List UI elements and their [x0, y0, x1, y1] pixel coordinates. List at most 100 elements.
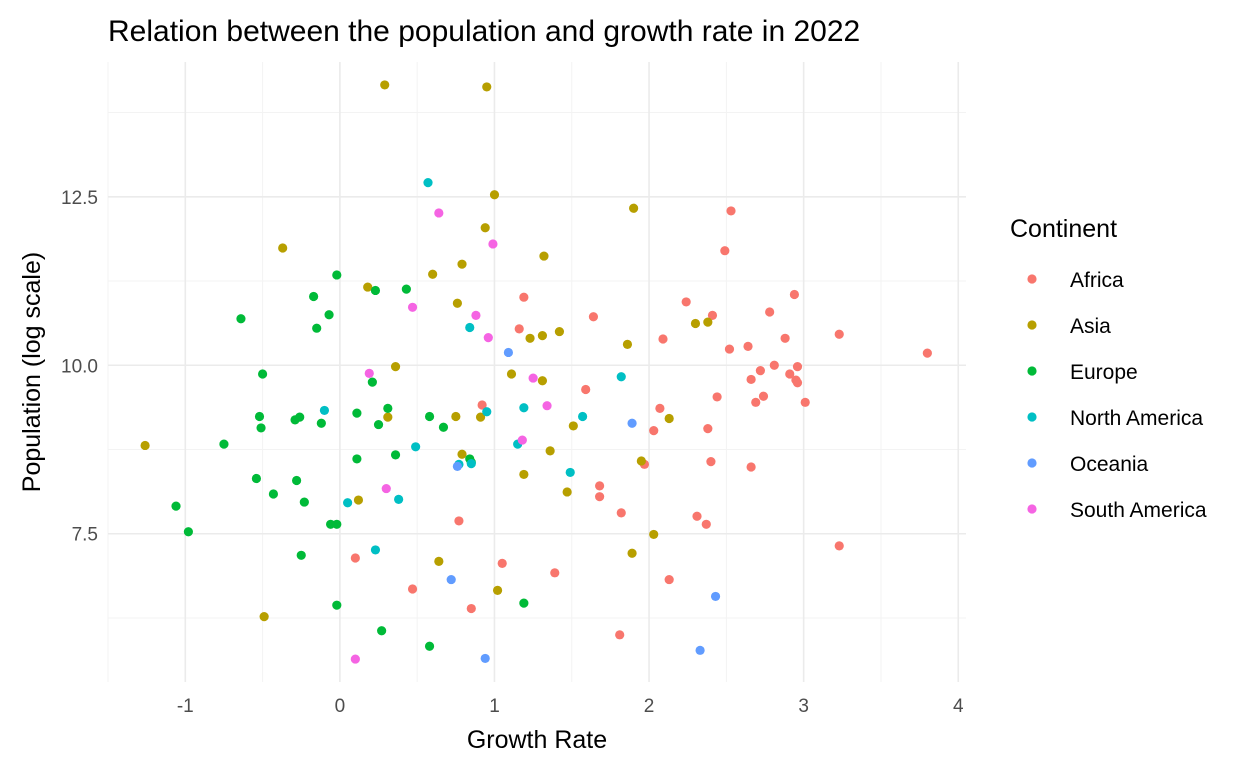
point-africa: [466, 603, 476, 614]
x-tick-label: 2: [644, 696, 655, 717]
point-europe: [332, 270, 342, 280]
point-europe: [296, 550, 306, 560]
point-africa: [712, 392, 722, 402]
legend-label-south-america: South America: [1070, 499, 1207, 522]
x-axis-ticks: -1 0 1 2 3 4: [177, 696, 964, 717]
point-asia: [457, 259, 467, 269]
point-europe: [352, 454, 362, 464]
legend-label-africa: Africa: [1070, 269, 1124, 292]
point-north-america: [343, 498, 353, 508]
legend-title: Continent: [1010, 215, 1117, 243]
point-europe: [519, 598, 529, 608]
point-africa: [658, 334, 668, 344]
point-africa: [755, 366, 765, 376]
x-tick-label: -1: [177, 696, 194, 717]
point-south-america: [483, 333, 493, 343]
point-north-america: [578, 411, 588, 422]
point-europe: [324, 310, 334, 320]
x-tick-label: 3: [798, 696, 809, 717]
point-asia: [690, 318, 701, 329]
point-europe: [290, 415, 300, 425]
point-africa: [743, 341, 753, 351]
point-north-america: [370, 545, 381, 555]
point-south-america: [434, 208, 444, 218]
point-africa: [792, 362, 803, 372]
point-asia: [629, 203, 639, 213]
point-africa: [780, 333, 790, 343]
point-asia: [703, 317, 713, 327]
point-africa: [477, 400, 487, 410]
point-asia: [636, 456, 646, 466]
point-south-america: [350, 654, 360, 664]
point-asia: [649, 529, 659, 540]
x-tick-label: 1: [489, 696, 500, 717]
point-oceania: [446, 574, 456, 585]
point-europe: [424, 641, 435, 651]
point-oceania: [695, 645, 705, 655]
point-europe: [370, 285, 381, 296]
point-europe: [171, 501, 181, 511]
point-asia: [554, 326, 565, 337]
point-oceania: [480, 653, 490, 664]
point-asia: [492, 585, 503, 595]
point-south-america: [488, 239, 498, 249]
point-africa: [595, 481, 605, 491]
point-europe: [332, 600, 342, 610]
point-europe: [268, 489, 279, 499]
point-europe: [299, 497, 309, 507]
point-europe: [424, 411, 435, 422]
point-south-america: [381, 483, 391, 494]
point-africa: [514, 324, 524, 334]
point-africa: [800, 397, 810, 407]
point-asia: [539, 251, 549, 261]
point-africa: [726, 206, 736, 216]
point-asia: [380, 80, 390, 90]
point-africa: [701, 519, 711, 529]
point-asia: [506, 369, 517, 379]
legend-key-europe: [1027, 366, 1037, 376]
point-europe: [377, 626, 387, 636]
point-asia: [537, 376, 548, 386]
point-africa: [751, 397, 761, 407]
point-asia: [457, 449, 467, 459]
point-europe: [256, 423, 266, 433]
point-europe: [367, 377, 377, 387]
data-points: [140, 80, 932, 664]
point-africa: [588, 312, 599, 322]
point-africa: [922, 348, 932, 358]
legend-key-oceania: [1027, 458, 1037, 468]
point-asia: [545, 446, 555, 456]
point-south-america: [542, 401, 552, 411]
point-africa: [581, 384, 591, 395]
point-south-america: [517, 435, 527, 445]
grid: [107, 62, 966, 682]
point-oceania: [710, 591, 721, 602]
point-africa: [789, 289, 800, 300]
point-asia: [475, 412, 486, 422]
legend-label-europe: Europe: [1070, 361, 1138, 384]
point-asia: [278, 243, 288, 253]
point-asia: [451, 411, 461, 422]
point-oceania: [503, 347, 513, 358]
point-south-america: [528, 373, 538, 383]
point-africa: [595, 492, 605, 502]
legend-label-asia: Asia: [1070, 315, 1111, 338]
point-europe: [236, 314, 246, 324]
point-africa: [649, 426, 659, 436]
point-europe: [352, 408, 362, 418]
point-asia: [390, 362, 401, 372]
y-axis-title: Population (log scale): [18, 252, 46, 492]
point-africa: [769, 360, 779, 370]
point-africa: [724, 344, 735, 354]
point-africa: [550, 568, 560, 578]
point-europe: [332, 519, 342, 529]
point-asia: [353, 495, 364, 505]
point-south-america: [364, 368, 374, 378]
point-south-america: [407, 302, 418, 312]
point-africa: [519, 292, 529, 302]
x-tick-label: 4: [953, 696, 964, 717]
point-north-america: [482, 407, 492, 417]
point-africa: [497, 558, 507, 568]
point-north-america: [411, 442, 421, 452]
point-asia: [525, 333, 535, 343]
